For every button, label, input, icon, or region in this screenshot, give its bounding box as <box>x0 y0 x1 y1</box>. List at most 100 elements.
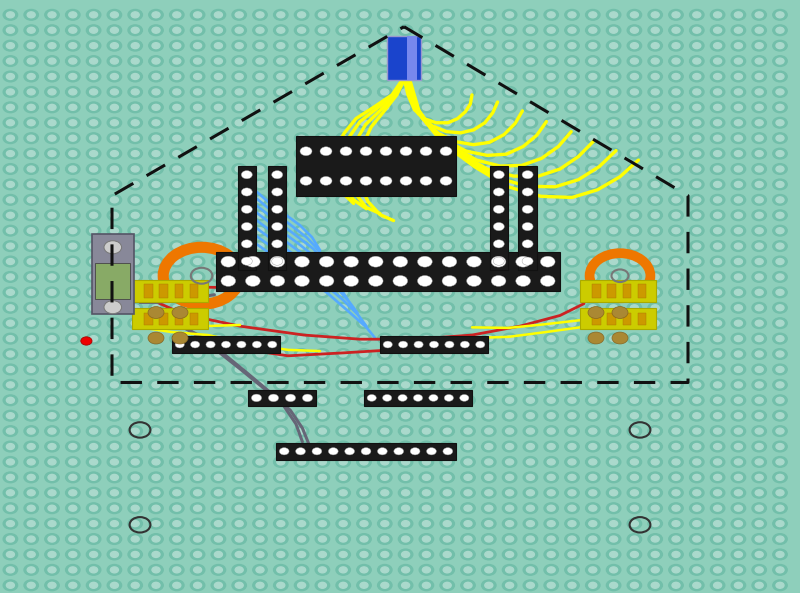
Circle shape <box>482 133 496 144</box>
Circle shape <box>710 195 725 205</box>
Circle shape <box>190 287 205 298</box>
Circle shape <box>418 256 432 267</box>
Circle shape <box>627 333 642 344</box>
Circle shape <box>110 43 118 49</box>
Circle shape <box>66 395 80 406</box>
Circle shape <box>27 521 35 527</box>
Circle shape <box>461 487 475 498</box>
Circle shape <box>672 366 680 372</box>
Circle shape <box>378 102 392 113</box>
Circle shape <box>693 490 701 496</box>
Circle shape <box>107 380 122 390</box>
Circle shape <box>294 133 309 144</box>
Circle shape <box>357 102 371 113</box>
Circle shape <box>714 474 722 480</box>
Circle shape <box>170 256 184 267</box>
Circle shape <box>544 102 558 113</box>
Circle shape <box>253 210 267 221</box>
Circle shape <box>131 397 139 403</box>
Circle shape <box>253 148 267 159</box>
Circle shape <box>357 318 371 329</box>
Circle shape <box>734 336 742 342</box>
Circle shape <box>86 518 101 529</box>
Circle shape <box>502 241 517 251</box>
Circle shape <box>586 565 600 575</box>
Circle shape <box>672 397 680 403</box>
Circle shape <box>485 397 493 403</box>
Circle shape <box>630 521 638 527</box>
Circle shape <box>298 12 306 18</box>
Circle shape <box>3 487 18 498</box>
Circle shape <box>523 87 538 97</box>
Circle shape <box>86 287 101 298</box>
Circle shape <box>669 380 683 390</box>
Circle shape <box>482 565 496 575</box>
Circle shape <box>315 534 330 544</box>
Circle shape <box>131 274 139 280</box>
Circle shape <box>66 426 80 436</box>
Circle shape <box>610 474 618 480</box>
Circle shape <box>86 580 101 591</box>
Circle shape <box>149 318 163 329</box>
Circle shape <box>610 366 618 372</box>
Circle shape <box>214 104 222 110</box>
Circle shape <box>6 27 14 33</box>
Circle shape <box>232 457 246 467</box>
Circle shape <box>110 89 118 95</box>
Circle shape <box>589 243 597 249</box>
Circle shape <box>383 341 392 348</box>
Circle shape <box>315 503 330 514</box>
Circle shape <box>315 117 330 128</box>
Circle shape <box>714 58 722 64</box>
Circle shape <box>90 104 98 110</box>
Circle shape <box>714 521 722 527</box>
Circle shape <box>773 9 787 20</box>
Circle shape <box>173 89 181 95</box>
Circle shape <box>170 441 184 452</box>
Circle shape <box>710 333 725 344</box>
Circle shape <box>339 320 347 326</box>
Circle shape <box>66 179 80 190</box>
Circle shape <box>214 444 222 449</box>
Circle shape <box>235 382 243 388</box>
Circle shape <box>315 580 330 591</box>
Circle shape <box>211 549 226 560</box>
Circle shape <box>360 536 368 542</box>
Circle shape <box>339 27 347 33</box>
Circle shape <box>336 256 350 267</box>
Circle shape <box>586 318 600 329</box>
Circle shape <box>648 487 662 498</box>
Circle shape <box>690 503 704 514</box>
Circle shape <box>476 341 485 348</box>
Circle shape <box>3 164 18 174</box>
Circle shape <box>24 534 38 544</box>
Circle shape <box>214 89 222 95</box>
Circle shape <box>710 117 725 128</box>
Circle shape <box>381 228 389 234</box>
Circle shape <box>149 40 163 51</box>
Circle shape <box>731 487 746 498</box>
Circle shape <box>565 472 579 483</box>
Circle shape <box>360 243 368 249</box>
Circle shape <box>66 117 80 128</box>
Circle shape <box>523 256 538 267</box>
Circle shape <box>294 71 309 82</box>
Circle shape <box>298 120 306 126</box>
Circle shape <box>651 12 659 18</box>
Circle shape <box>69 428 77 434</box>
Circle shape <box>170 302 184 313</box>
Circle shape <box>414 341 423 348</box>
Circle shape <box>690 333 704 344</box>
Circle shape <box>277 413 285 419</box>
Circle shape <box>586 133 600 144</box>
Circle shape <box>714 536 722 542</box>
Circle shape <box>443 582 451 588</box>
Circle shape <box>669 518 683 529</box>
Circle shape <box>211 148 226 159</box>
Circle shape <box>669 302 683 313</box>
Circle shape <box>734 89 742 95</box>
Circle shape <box>502 148 517 159</box>
Circle shape <box>190 318 205 329</box>
Circle shape <box>6 120 14 126</box>
Circle shape <box>86 87 101 97</box>
